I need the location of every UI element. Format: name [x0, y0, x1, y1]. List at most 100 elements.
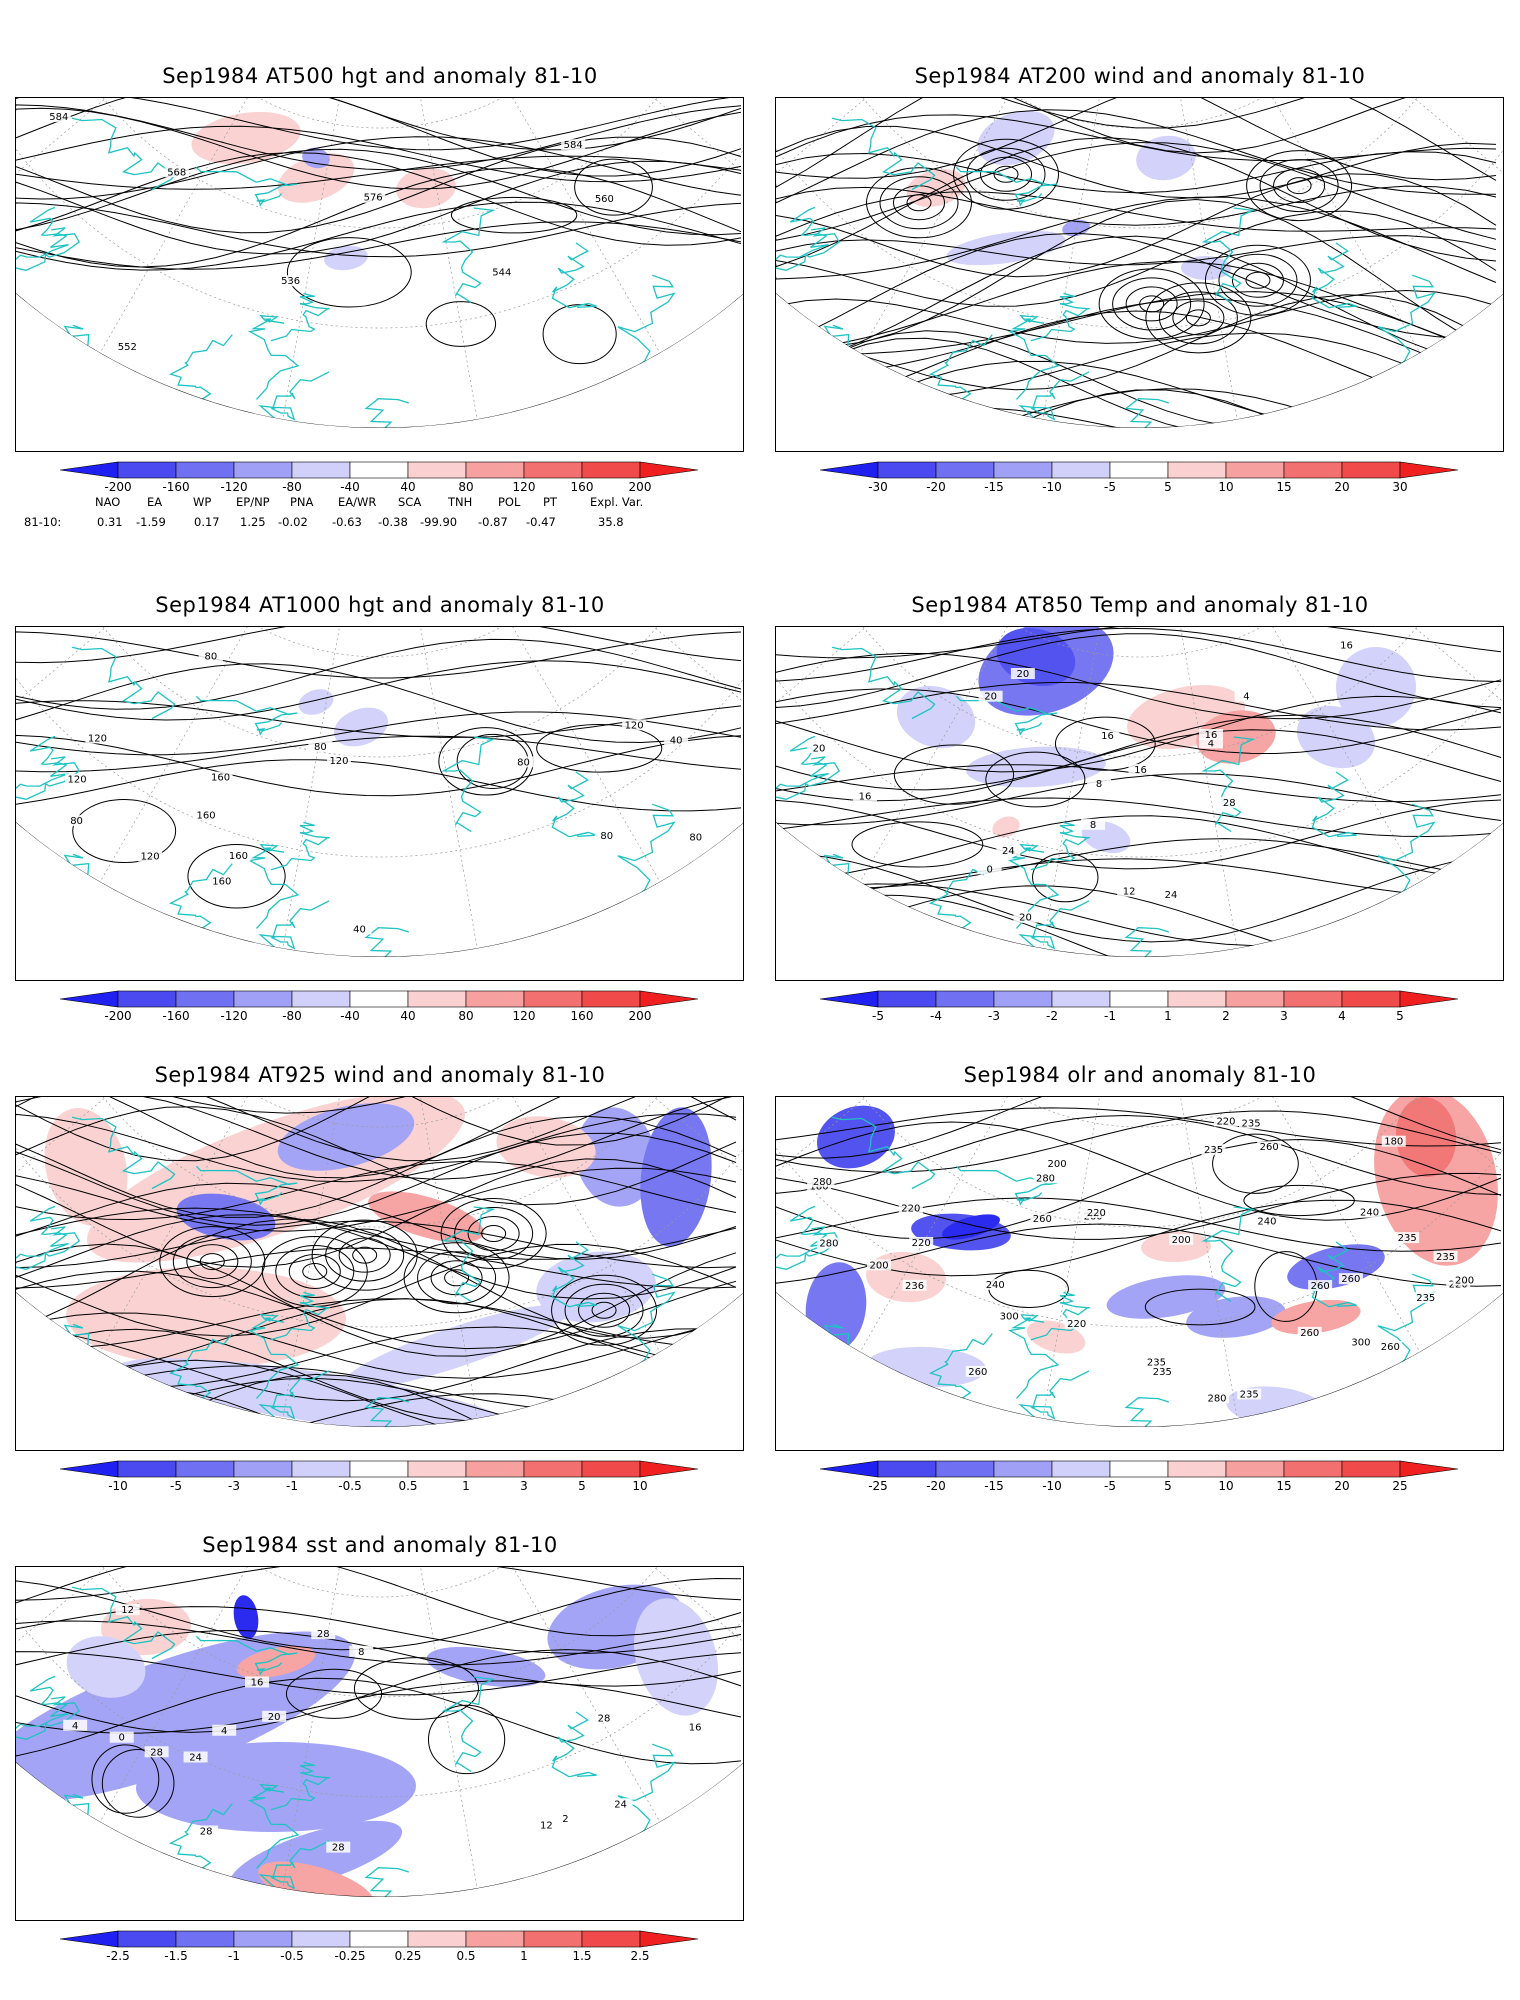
- contour-label-bg: [1169, 1233, 1194, 1245]
- meridian: [16, 1097, 381, 1228]
- colorbar-label: 1: [1164, 1009, 1172, 1023]
- coastline: [76, 1868, 155, 1897]
- colorbar-swatch: [1225, 1460, 1285, 1478]
- meridian: [776, 627, 1141, 758]
- streamline-vortex: [1286, 177, 1312, 195]
- colorbar-swatches: [60, 1460, 699, 1478]
- contour-loop: [450, 196, 578, 234]
- meridian: [16, 1567, 381, 1698]
- contour-loop: [286, 237, 412, 308]
- contour-line: [16, 152, 742, 246]
- contour-label-bg: [1144, 1356, 1169, 1368]
- anomaly-blob: [1141, 1231, 1211, 1263]
- anomaly-shading: [906, 110, 1231, 281]
- contour-label: 120: [329, 756, 348, 767]
- contour-loop: [574, 158, 653, 216]
- coastline: [1018, 371, 1090, 421]
- contour-line: [776, 714, 1502, 791]
- contour-label: 4: [72, 1721, 78, 1732]
- colorbar-swatch: [349, 1930, 409, 1948]
- contour-label: 4: [1243, 692, 1249, 703]
- graticule: [16, 1567, 743, 1889]
- colorbar-label: -20: [926, 480, 946, 494]
- anomaly-blob: [426, 1646, 546, 1688]
- colorbar-label: -40: [340, 480, 360, 494]
- streamline-vortex: [199, 1253, 225, 1271]
- colorbar-swatch: [1167, 461, 1227, 479]
- coastline: [71, 1116, 176, 1190]
- contour-line: [16, 638, 742, 710]
- contour-loop: [425, 301, 497, 347]
- contour-label: 280: [1036, 1173, 1055, 1184]
- streamline: [776, 388, 1497, 428]
- coastline: [16, 735, 69, 797]
- colorbar-label: 200: [628, 1009, 652, 1023]
- map-frame: 20 24 0 4 8 16 4 8 28 16 12 20 24 16 16 20 20 16: [775, 626, 1504, 981]
- contour-label-bg: [683, 831, 708, 843]
- colorbar-label: -2.5: [106, 1949, 130, 1963]
- contour-label: 235: [1153, 1367, 1172, 1378]
- contour-line: [776, 1114, 1502, 1196]
- colorbar-swatch: [175, 1930, 235, 1948]
- colorbar-label: -15: [984, 1479, 1004, 1493]
- contour-line: [776, 797, 1502, 838]
- colorbar-label: -3: [228, 1479, 240, 1493]
- colorbar-label: 40: [400, 1009, 416, 1023]
- contour-label-bg: [816, 1237, 841, 1249]
- contour-label: 568: [167, 167, 186, 178]
- contour-label: 28: [598, 1713, 611, 1724]
- streamline-vortex: [352, 1246, 378, 1264]
- map-content: [776, 627, 1503, 957]
- contour-label: 235: [1204, 1145, 1223, 1156]
- contour-label-bg: [347, 923, 372, 935]
- meridian: [379, 98, 478, 420]
- contour-label-bg: [1064, 1317, 1089, 1329]
- index-value: -0.02: [278, 515, 308, 529]
- colorbar-swatch: [993, 1460, 1053, 1478]
- panel-at1000-hgt: Sep1984 AT1000 hgt and anomaly 81-10 80 8…: [0, 530, 760, 1030]
- coastline: [831, 1116, 936, 1190]
- coastline: [76, 1398, 155, 1427]
- coastline: [1007, 843, 1060, 929]
- contour-loop: [542, 304, 617, 365]
- coastline: [16, 1226, 81, 1297]
- contour-label-bg: [1084, 1207, 1109, 1219]
- contour-label: 235: [1240, 1389, 1259, 1400]
- coastline: [551, 1241, 597, 1308]
- graticule: [16, 627, 743, 949]
- streamline-vortex: [1246, 150, 1353, 222]
- contour-label-bg: [553, 1813, 578, 1825]
- contour-label-bg: [262, 1710, 287, 1722]
- colorbar-label: -120: [220, 480, 248, 494]
- colorbar-label: 120: [512, 480, 536, 494]
- meridian: [99, 98, 381, 354]
- contour-loop: [893, 744, 1015, 805]
- contour-label: 0: [986, 864, 992, 875]
- colorbar-label: 1.5: [572, 1949, 592, 1963]
- coastline: [1030, 821, 1090, 871]
- colorbar-label: -200: [104, 1009, 132, 1023]
- coastline: [71, 1586, 176, 1660]
- coastline: [551, 771, 597, 838]
- latitude-circle: [879, 627, 1401, 658]
- colorbar-label: -0.5: [280, 1949, 304, 1963]
- contour-loop: [427, 1704, 506, 1775]
- contour-label-bg: [1237, 1388, 1262, 1400]
- meridian: [99, 627, 381, 883]
- colorbar-label: 10: [1218, 1479, 1234, 1493]
- contour-line: [16, 1649, 742, 1733]
- contour-loop: [187, 844, 286, 909]
- streamline: [776, 109, 1497, 204]
- colorbar-label: 30: [1392, 480, 1408, 494]
- contour-label: 220: [1067, 1319, 1086, 1330]
- coastline: [270, 292, 330, 342]
- streamline: [776, 151, 1497, 194]
- contour-label: 200: [869, 1260, 888, 1271]
- contour-label: 28: [332, 1843, 345, 1854]
- meridian: [282, 1097, 381, 1419]
- contour-label-bg: [1217, 796, 1242, 808]
- streamline-vortex: [1218, 253, 1298, 307]
- streamline-vortex: [1204, 244, 1311, 316]
- contour-label: 160: [211, 773, 230, 784]
- streamline-vortex: [444, 1269, 470, 1287]
